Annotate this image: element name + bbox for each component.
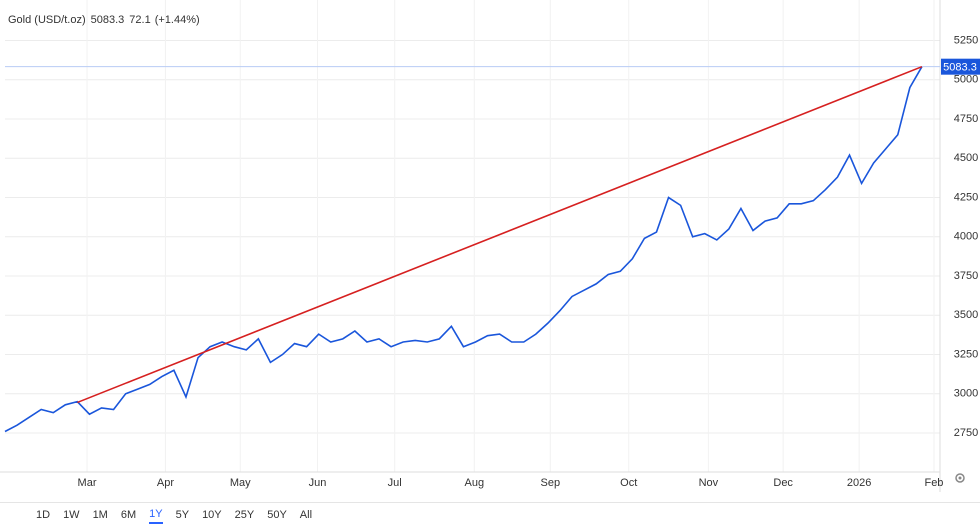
range-button[interactable]: 1Y <box>149 506 163 524</box>
y-tick-label: 4750 <box>954 113 978 125</box>
y-tick-label: 3750 <box>954 270 978 282</box>
x-tick-label: Sep <box>541 477 561 489</box>
range-button[interactable]: All <box>299 509 313 521</box>
x-tick-label: Dec <box>773 477 793 489</box>
y-tick-label: 4250 <box>954 191 978 203</box>
range-button[interactable]: 25Y <box>234 509 255 521</box>
x-tick-label: Apr <box>157 477 174 489</box>
price-change-percent: (+1.44%) <box>155 14 200 26</box>
last-price-label: 5083.3 <box>943 62 977 74</box>
range-button[interactable]: 1W <box>63 509 80 521</box>
range-button[interactable]: 10Y <box>202 509 222 521</box>
x-tick-label: Feb <box>924 477 943 489</box>
range-button[interactable]: 5Y <box>175 509 190 521</box>
x-tick-label: Aug <box>465 477 485 489</box>
chart: Gold (USD/t.oz) 5083.3 72.1 (+1.44%) 275… <box>0 0 980 492</box>
trend-line <box>77 65 923 404</box>
y-tick-label: 3000 <box>954 388 978 400</box>
range-button[interactable]: 1M <box>92 509 108 521</box>
x-tick-label: Oct <box>620 477 637 489</box>
y-tick-label: 5000 <box>954 74 978 86</box>
chart-title: Gold (USD/t.oz) <box>8 14 86 26</box>
y-tick-label: 4500 <box>954 152 978 164</box>
price-change: 72.1 <box>129 14 150 26</box>
last-price: 5083.3 <box>91 14 125 26</box>
x-tick-label: Jul <box>388 477 402 489</box>
x-tick-label: Jun <box>309 477 327 489</box>
x-tick-label: Mar <box>78 477 97 489</box>
y-tick-label: 3250 <box>954 348 978 360</box>
y-tick-label: 4000 <box>954 231 978 243</box>
price-line <box>4 66 923 433</box>
plot <box>0 0 941 492</box>
y-tick-label: 3500 <box>954 309 978 321</box>
x-tick-label: Nov <box>699 477 719 489</box>
x-tick-label: May <box>230 477 251 489</box>
range-button[interactable]: 1D <box>36 509 51 521</box>
range-selector: 1D 1W 1M 6M 1Y 5Y 10Y 25Y 50Y All <box>0 502 980 527</box>
y-tick-label: 5250 <box>954 34 978 46</box>
last-price-badge <box>941 58 980 75</box>
x-tick-label: 2026 <box>847 477 871 489</box>
range-button[interactable]: 6M <box>120 509 137 521</box>
settings-icon[interactable] <box>955 473 965 483</box>
range-button[interactable]: 50Y <box>267 509 287 521</box>
y-tick-label: 2750 <box>954 427 978 439</box>
